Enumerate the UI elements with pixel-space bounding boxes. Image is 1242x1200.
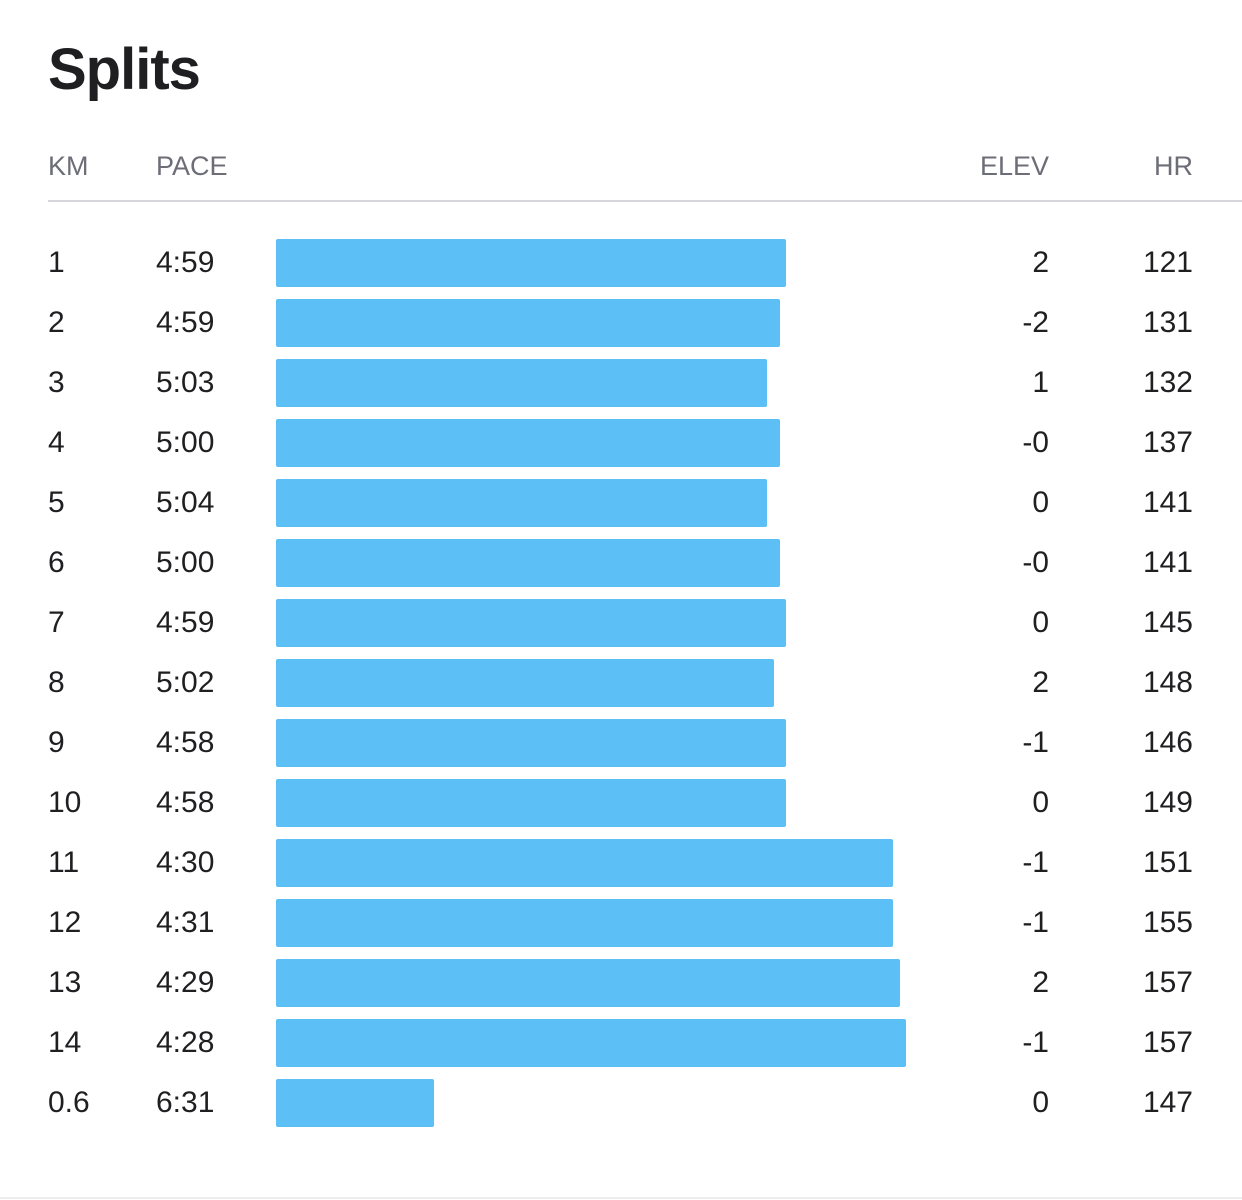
split-km: 11	[48, 846, 80, 879]
split-km: 1	[48, 246, 65, 279]
pace-bar	[276, 839, 893, 887]
split-hr: 137	[1142, 426, 1193, 459]
split-hr: 141	[1142, 486, 1193, 519]
split-elev: -0	[1022, 546, 1049, 579]
split-pace: 5:03	[156, 366, 215, 399]
split-pace: 4:29	[156, 966, 215, 999]
split-elev: 0	[1032, 486, 1049, 519]
split-pace: 4:28	[156, 1026, 215, 1059]
split-pace: 4:30	[156, 846, 215, 879]
split-elev: 0	[1032, 606, 1049, 639]
split-elev: 2	[1032, 666, 1049, 699]
pace-bar	[276, 479, 767, 527]
split-hr: 146	[1142, 726, 1193, 759]
split-elev: 2	[1032, 966, 1049, 999]
split-hr: 121	[1142, 246, 1193, 279]
split-row: 12 4:31 -1 155	[0, 893, 1242, 953]
split-row: 10 4:58 0 149	[0, 773, 1242, 833]
split-pace: 4:31	[156, 906, 215, 939]
split-km: 9	[48, 726, 65, 759]
bottom-divider	[0, 1197, 1242, 1199]
pace-bar	[276, 539, 780, 587]
split-pace: 5:04	[156, 486, 215, 519]
split-pace: 4:58	[156, 726, 215, 759]
split-row: 1 4:59 2 121	[0, 233, 1242, 293]
split-pace: 5:00	[156, 426, 215, 459]
split-row: 4 5:00 -0 137	[0, 413, 1242, 473]
split-km: 14	[48, 1026, 82, 1059]
column-header-pace: PACE	[156, 151, 228, 181]
split-hr: 147	[1142, 1086, 1193, 1119]
split-km: 6	[48, 546, 65, 579]
split-row: 5 5:04 0 141	[0, 473, 1242, 533]
split-elev: -1	[1022, 726, 1049, 759]
split-pace: 4:59	[156, 606, 215, 639]
split-hr: 145	[1142, 606, 1193, 639]
pace-bar	[276, 899, 893, 947]
split-row: 8 5:02 2 148	[0, 653, 1242, 713]
split-km: 10	[48, 786, 82, 819]
split-elev: 0	[1032, 786, 1049, 819]
split-hr: 132	[1142, 366, 1193, 399]
split-km: 7	[48, 606, 65, 639]
page-title: Splits	[48, 37, 201, 102]
split-hr: 151	[1142, 846, 1193, 879]
split-km: 8	[48, 666, 65, 699]
split-km: 13	[48, 966, 82, 999]
split-km: 3	[48, 366, 65, 399]
pace-bar	[276, 779, 786, 827]
split-km: 4	[48, 426, 65, 459]
split-elev: -1	[1022, 1026, 1049, 1059]
split-elev: -2	[1022, 306, 1049, 339]
split-row: 11 4:30 -1 151	[0, 833, 1242, 893]
split-hr: 157	[1142, 1026, 1193, 1059]
pace-bar	[276, 959, 900, 1007]
split-row: 7 4:59 0 145	[0, 593, 1242, 653]
split-km: 5	[48, 486, 65, 519]
split-hr: 149	[1142, 786, 1193, 819]
column-header-elev: ELEV	[979, 151, 1049, 181]
pace-bar	[276, 299, 780, 347]
split-elev: -1	[1022, 846, 1049, 879]
split-hr: 131	[1142, 306, 1193, 339]
column-header-hr: HR	[1154, 151, 1193, 181]
pace-bar	[276, 599, 786, 647]
split-elev: -1	[1022, 906, 1049, 939]
split-pace: 4:58	[156, 786, 215, 819]
pace-bar	[276, 359, 767, 407]
splits-header-row: KM PACE ELEV HR	[0, 146, 1242, 186]
split-hr: 148	[1142, 666, 1193, 699]
split-elev: 1	[1032, 366, 1049, 399]
splits-table: 1 4:59 2 121 2 4:59 -2 131 3 5:03 1 132 4 5:00 -0 137 5 5…	[0, 233, 1242, 1133]
split-elev: -0	[1022, 426, 1049, 459]
split-hr: 157	[1142, 966, 1193, 999]
split-row: 3 5:03 1 132	[0, 353, 1242, 413]
split-row: 9 4:58 -1 146	[0, 713, 1242, 773]
split-pace: 4:59	[156, 246, 215, 279]
split-elev: 2	[1032, 246, 1049, 279]
split-pace: 5:00	[156, 546, 215, 579]
split-elev: 0	[1032, 1086, 1049, 1119]
split-hr: 155	[1142, 906, 1193, 939]
split-row: 14 4:28 -1 157	[0, 1013, 1242, 1073]
pace-bar	[276, 1019, 906, 1067]
pace-bar	[276, 659, 774, 707]
split-row: 6 5:00 -0 141	[0, 533, 1242, 593]
split-pace: 4:59	[156, 306, 215, 339]
split-km: 0.6	[48, 1086, 90, 1119]
column-header-km: KM	[48, 151, 89, 181]
split-row: 13 4:29 2 157	[0, 953, 1242, 1013]
split-row: 2 4:59 -2 131	[0, 293, 1242, 353]
split-row: 0.6 6:31 0 147	[0, 1073, 1242, 1133]
split-pace: 6:31	[156, 1086, 215, 1119]
split-km: 12	[48, 906, 82, 939]
split-hr: 141	[1142, 546, 1193, 579]
pace-bar	[276, 239, 786, 287]
pace-bar	[276, 419, 780, 467]
pace-bar	[276, 1079, 434, 1127]
header-divider	[48, 200, 1242, 202]
pace-bar	[276, 719, 786, 767]
split-pace: 5:02	[156, 666, 215, 699]
split-km: 2	[48, 306, 65, 339]
